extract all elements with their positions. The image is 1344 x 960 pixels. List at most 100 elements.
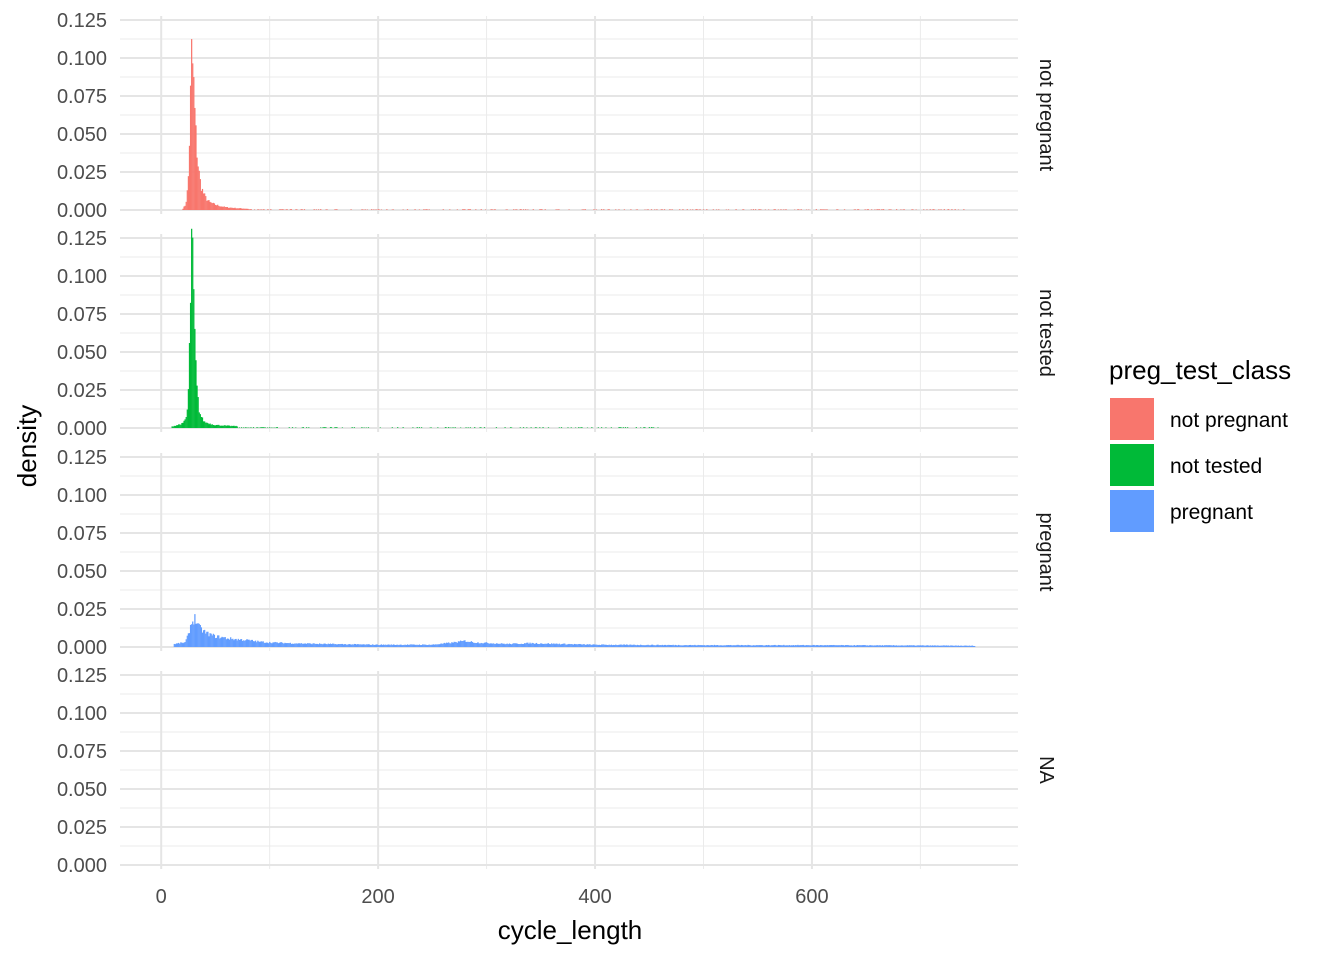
histogram-bar — [910, 645, 912, 647]
histogram-bar — [257, 209, 259, 210]
histogram-bar — [192, 237, 194, 428]
histogram-bar — [666, 645, 668, 647]
histogram-bar — [330, 644, 333, 647]
histogram-bar — [722, 645, 724, 647]
histogram-bar — [721, 645, 723, 647]
y-tick-label: 0.000 — [57, 855, 107, 877]
histogram-bar — [393, 644, 396, 647]
histogram-bar — [695, 645, 697, 647]
histogram-bar — [701, 645, 704, 647]
histogram-bar — [615, 209, 617, 210]
histogram-bar — [929, 645, 931, 647]
histogram-bar — [195, 623, 197, 647]
histogram-bar — [258, 209, 260, 210]
histogram-bar — [497, 643, 500, 647]
histogram-bar — [275, 642, 277, 647]
histogram-bar — [555, 643, 557, 647]
histogram-bar — [518, 644, 520, 647]
histogram-bar — [694, 644, 696, 647]
histogram-bar — [531, 642, 533, 647]
histogram-bar — [719, 645, 721, 647]
histogram-bar — [730, 644, 732, 647]
histogram-bar — [507, 644, 509, 647]
histogram-bar — [924, 645, 926, 647]
histogram-bar — [189, 302, 192, 428]
histogram-bar — [474, 642, 476, 647]
histogram-bar — [453, 641, 455, 647]
histogram-bar — [926, 209, 928, 210]
histogram-bar — [415, 644, 417, 647]
histogram-bar — [572, 644, 575, 647]
histogram-bar — [446, 642, 449, 647]
histogram-bar — [483, 427, 486, 428]
legend-title: preg_test_class — [1109, 355, 1291, 385]
histogram-bar — [205, 633, 207, 647]
histogram-bar — [909, 645, 911, 647]
histogram-bar — [266, 209, 269, 210]
y-tick-label: 0.025 — [57, 599, 107, 621]
histogram-bar — [680, 645, 682, 647]
histogram-bar — [798, 645, 800, 647]
histogram-bar — [367, 427, 370, 428]
histogram-bar — [259, 642, 261, 647]
histogram-bar — [618, 427, 620, 428]
histogram-bar — [317, 209, 320, 210]
histogram-bar — [856, 209, 859, 210]
histogram-bar — [429, 644, 431, 647]
histogram-bar — [770, 645, 772, 647]
histogram-bar — [428, 209, 430, 210]
histogram-bar — [224, 206, 226, 210]
histogram-bar — [402, 644, 404, 647]
histogram-bar — [692, 645, 694, 647]
histogram-bar — [631, 645, 633, 647]
histogram-bar — [398, 645, 400, 647]
histogram-bar — [215, 205, 218, 210]
histogram-bar — [593, 209, 595, 210]
histogram-bar — [650, 427, 653, 428]
legend-key — [1110, 398, 1154, 440]
histogram-bar — [437, 427, 439, 428]
histogram-bar — [187, 389, 190, 428]
histogram-bar — [787, 645, 789, 647]
histogram-bar — [618, 644, 620, 647]
histogram-bar — [927, 645, 929, 647]
histogram-bar — [211, 424, 213, 428]
histogram-bar — [291, 643, 294, 647]
histogram-bar — [895, 209, 898, 210]
histogram-bar — [243, 427, 245, 428]
histogram-bar — [223, 425, 225, 428]
histogram-bar — [942, 645, 944, 647]
histogram-bar — [486, 642, 488, 647]
histogram-bar — [437, 644, 439, 647]
histogram-bar — [644, 645, 646, 647]
histogram-bar — [247, 208, 249, 210]
histogram-bar — [192, 621, 194, 647]
histogram-bar — [656, 644, 658, 647]
histogram-bar — [907, 645, 910, 647]
histogram-bar — [563, 643, 565, 647]
histogram-bar — [231, 639, 233, 647]
histogram-bar — [261, 641, 263, 647]
legend-key — [1110, 490, 1154, 532]
histogram-bar — [834, 645, 836, 647]
histogram-bar — [556, 643, 558, 647]
histogram-bar — [568, 209, 570, 210]
histogram-bar — [412, 427, 414, 428]
histogram-bar — [451, 642, 453, 647]
y-tick-label: 0.100 — [57, 703, 107, 725]
histogram-bar — [821, 209, 823, 210]
histogram-bar — [926, 645, 928, 647]
histogram-bar — [336, 209, 338, 210]
histogram-bar — [520, 209, 522, 210]
y-tick-label: 0.100 — [57, 485, 107, 507]
histogram-bar — [932, 209, 935, 210]
histogram-bar — [286, 643, 288, 647]
histogram-bar — [425, 209, 427, 210]
histogram-bar — [584, 209, 586, 210]
histogram-bar — [624, 427, 627, 428]
histogram-bar — [859, 645, 861, 647]
histogram-bar — [743, 209, 745, 210]
histogram-bar — [248, 639, 250, 647]
histogram-bar — [604, 644, 606, 647]
histogram-bar — [179, 424, 181, 428]
